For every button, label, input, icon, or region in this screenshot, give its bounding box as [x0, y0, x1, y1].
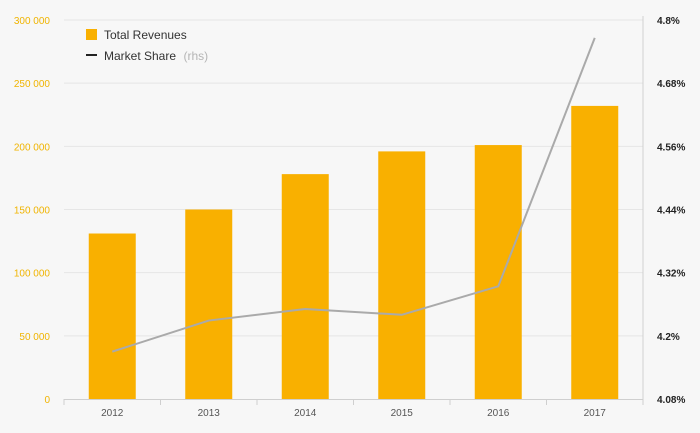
legend: Total Revenues Market Share (rhs) [86, 28, 208, 64]
x-tick-label: 2016 [487, 408, 510, 419]
bar-2015 [378, 151, 426, 399]
legend-label-total-revenues: Total Revenues [104, 28, 187, 42]
bar-2016 [474, 145, 522, 399]
x-tick-label: 2017 [584, 408, 607, 419]
left-tick-label: 150 000 [14, 206, 51, 217]
x-tick-label: 2015 [391, 408, 414, 419]
right-tick-label: 4.68% [657, 79, 685, 90]
left-tick-label: 200 000 [14, 142, 51, 153]
legend-label-market-share: Market Share [104, 49, 176, 63]
bar-2014 [281, 174, 329, 399]
x-tick-label: 2014 [294, 408, 317, 419]
legend-swatch-total-revenues [86, 29, 97, 40]
left-tick-label: 0 [44, 395, 50, 406]
market-share-line [111, 37, 596, 353]
right-tick-label: 4.56% [657, 142, 685, 153]
bar-2012 [88, 233, 136, 399]
bar-2017 [571, 105, 619, 399]
right-tick-label: 4.44% [657, 206, 685, 217]
grid-lines [64, 19, 643, 337]
right-tick-label: 4.08% [657, 395, 685, 406]
right-tick-label: 4.32% [657, 269, 685, 280]
right-tick-label: 4.8% [657, 16, 680, 27]
revenue-bars [88, 105, 619, 399]
legend-label-rhs: (rhs) [183, 49, 208, 63]
right-tick-label: 4.2% [657, 332, 680, 343]
left-tick-label: 250 000 [14, 79, 51, 90]
market-share-polyline [111, 37, 596, 353]
x-tick-label: 2012 [101, 408, 124, 419]
bar-2013 [185, 209, 233, 399]
left-tick-label: 300 000 [14, 16, 51, 27]
left-tick-label: 100 000 [14, 269, 51, 280]
legend-label-market-share-group: Market Share (rhs) [104, 47, 208, 64]
x-tick-label: 2013 [198, 408, 221, 419]
left-tick-label: 50 000 [19, 332, 50, 343]
axes: 0 50 000 100 000 150 000 200 000 250 000 300 0… [14, 16, 685, 419]
